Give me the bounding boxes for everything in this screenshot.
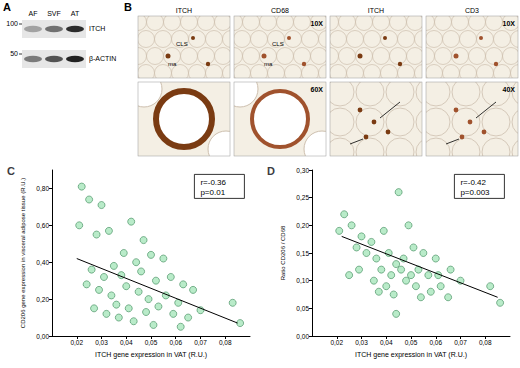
svg-text:β-ACTIN: β-ACTIN	[89, 55, 116, 63]
svg-text:0,30: 0,30	[296, 167, 309, 174]
svg-text:0,04: 0,04	[120, 339, 133, 346]
svg-text:A: A	[3, 1, 11, 13]
svg-text:0,05: 0,05	[296, 305, 309, 312]
svg-text:0,04: 0,04	[380, 339, 393, 346]
svg-text:ITCH gene expression in VAT (R: ITCH gene expression in VAT (R.U.)	[355, 351, 467, 359]
svg-text:0,06: 0,06	[429, 339, 442, 346]
svg-text:0,15: 0,15	[296, 250, 309, 257]
svg-text:AT: AT	[71, 10, 80, 17]
svg-text:r=-0.36: r=-0.36	[200, 178, 226, 187]
svg-text:B: B	[124, 1, 132, 13]
svg-text:CLS: CLS	[272, 41, 284, 47]
svg-text:0,60: 0,60	[36, 222, 49, 229]
svg-text:10X: 10X	[503, 20, 516, 27]
svg-text:ITCH gene expression in VAT (R: ITCH gene expression in VAT (R.U.)	[95, 351, 207, 359]
svg-text:Ratio CD206 / CD68: Ratio CD206 / CD68	[280, 225, 286, 280]
svg-text:0,08: 0,08	[479, 339, 492, 346]
svg-text:ma: ma	[168, 61, 177, 67]
svg-text:p=0.003: p=0.003	[460, 188, 490, 197]
svg-text:0,08: 0,08	[219, 339, 232, 346]
svg-text:0,40: 0,40	[36, 259, 49, 266]
svg-text:CLS: CLS	[176, 41, 188, 47]
svg-text:0,25: 0,25	[296, 194, 309, 201]
svg-text:0,10: 0,10	[296, 277, 309, 284]
svg-text:0,80: 0,80	[36, 185, 49, 192]
svg-text:100: 100	[6, 20, 18, 27]
svg-text:0,07: 0,07	[454, 339, 467, 346]
svg-text:C: C	[7, 165, 15, 177]
svg-text:CD3: CD3	[465, 7, 479, 14]
svg-text:0,02: 0,02	[330, 339, 343, 346]
svg-text:CD206 gene expression in visce: CD206 gene expression in visceral adipos…	[20, 178, 26, 328]
svg-text:ITCH: ITCH	[368, 7, 384, 14]
svg-text:60X: 60X	[311, 86, 324, 93]
svg-text:10X: 10X	[311, 20, 324, 27]
svg-text:p=0.01: p=0.01	[200, 188, 225, 197]
svg-text:0,07: 0,07	[194, 339, 207, 346]
svg-text:ITCH: ITCH	[176, 7, 192, 14]
svg-text:0,03: 0,03	[95, 339, 108, 346]
svg-text:0,02: 0,02	[70, 339, 83, 346]
svg-text:0,05: 0,05	[405, 339, 418, 346]
svg-text:r=-0.42: r=-0.42	[460, 178, 486, 187]
svg-text:0,03: 0,03	[355, 339, 368, 346]
svg-text:0,05: 0,05	[145, 339, 158, 346]
svg-text:CD68: CD68	[271, 7, 289, 14]
svg-text:0,00: 0,00	[36, 333, 49, 340]
svg-text:ITCH: ITCH	[89, 25, 105, 32]
svg-text:0,20: 0,20	[36, 296, 49, 303]
svg-text:0,20: 0,20	[296, 222, 309, 229]
svg-text:0,00: 0,00	[296, 333, 309, 340]
svg-text:SVF: SVF	[47, 10, 61, 17]
svg-text:ma: ma	[264, 61, 273, 67]
svg-text:D: D	[267, 165, 275, 177]
svg-text:AF: AF	[29, 10, 38, 17]
svg-text:40X: 40X	[503, 86, 516, 93]
svg-text:0,06: 0,06	[169, 339, 182, 346]
svg-text:50: 50	[10, 50, 18, 57]
